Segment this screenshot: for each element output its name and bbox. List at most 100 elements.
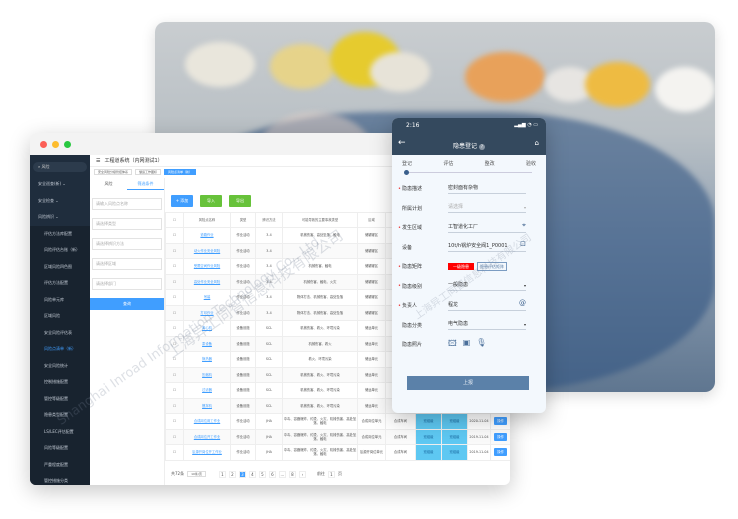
table-cell[interactable]: 高处作业安全风险 bbox=[183, 273, 231, 290]
filter-tab-active[interactable]: 筛选条件 bbox=[127, 178, 164, 190]
row-checkbox[interactable]: ☐ bbox=[165, 428, 184, 445]
operate-button[interactable]: 操作 bbox=[494, 432, 507, 441]
filter-select[interactable]: 请选择区域 bbox=[92, 258, 162, 270]
risk-point-link[interactable]: 道路作业 bbox=[200, 233, 214, 238]
page-button[interactable]: 4 bbox=[248, 470, 256, 478]
operate-button[interactable]: 操作 bbox=[494, 448, 507, 457]
field-input[interactable]: 程龙 @ bbox=[448, 298, 526, 311]
location-icon[interactable]: ⌖ bbox=[522, 220, 526, 229]
row-checkbox[interactable]: ☐ bbox=[165, 227, 184, 244]
sidebar-item[interactable]: 风险评估台账（新） bbox=[30, 242, 90, 259]
field-input[interactable]: 电气隐患 ▾ bbox=[448, 320, 526, 331]
table-cell[interactable]: 受限空间作业风险 bbox=[183, 258, 231, 275]
risk-point-link[interactable]: 过滤器 bbox=[202, 388, 212, 393]
tab[interactable]: 安全风险分级管控体系 bbox=[94, 168, 133, 175]
close-button[interactable] bbox=[40, 140, 47, 148]
at-icon[interactable]: @ bbox=[519, 298, 526, 307]
row-checkbox[interactable]: ☐ bbox=[165, 444, 184, 461]
risk-point-link[interactable]: 换热器 bbox=[202, 357, 212, 362]
row-checkbox[interactable]: ☐ bbox=[165, 258, 184, 275]
sidebar-item[interactable]: 安全巡查(新) ⌄ bbox=[38, 181, 66, 186]
table-cell[interactable]: 道路作业 bbox=[183, 227, 231, 244]
field-input[interactable]: 一般隐患 ▾ bbox=[448, 281, 526, 292]
risk-point-link[interactable]: 合成岗位用工作业 bbox=[193, 419, 221, 424]
table-cell[interactable]: 动火作业安全风险 bbox=[183, 242, 231, 259]
table-cell[interactable]: 合成岗位开工作业 bbox=[183, 428, 231, 445]
filter-select[interactable]: 请选择部门 bbox=[92, 278, 162, 290]
row-checkbox[interactable]: ☐ bbox=[165, 351, 184, 368]
row-checkbox[interactable]: ☐ bbox=[165, 397, 184, 414]
hamburger-icon[interactable]: ☰ bbox=[96, 157, 101, 164]
risk-point-link[interactable]: 受限空间作业风险 bbox=[193, 264, 221, 269]
table-cell[interactable]: 过滤器 bbox=[183, 382, 231, 399]
risk-point-link[interactable]: 打印作业 bbox=[200, 310, 214, 315]
field-input[interactable]: 工智道化工厂 ⌖ bbox=[448, 220, 526, 233]
sidebar-item[interactable]: 安全风险评估表 bbox=[30, 324, 90, 341]
sidebar-item[interactable]: 安全风险统计 bbox=[30, 357, 90, 374]
table-cell[interactable]: 氨源开岗位开工作业 bbox=[183, 444, 231, 461]
sidebar-item[interactable]: 评估方法库配置 bbox=[30, 225, 90, 242]
add-image-icon[interactable]: 🖾 bbox=[448, 338, 457, 348]
sidebar-item[interactable]: 评估方法配置 bbox=[30, 275, 90, 292]
table-cell[interactable]: 泵设备 bbox=[183, 335, 231, 352]
maximize-button[interactable] bbox=[64, 140, 71, 148]
sidebar-item[interactable]: 风险单元库 bbox=[30, 291, 90, 308]
sidebar-item[interactable]: 隐患类型配置 bbox=[30, 407, 90, 424]
filter-select[interactable]: 请选择类型 bbox=[92, 218, 162, 230]
page-button[interactable]: 8 bbox=[288, 470, 296, 478]
add-audio-icon[interactable]: 🎙 bbox=[476, 337, 487, 347]
next-page-button[interactable]: › bbox=[298, 470, 306, 478]
risk-point-link[interactable]: 泵设备 bbox=[202, 341, 212, 346]
filter-input[interactable]: 请输入风险点名称 bbox=[92, 198, 162, 210]
row-checkbox[interactable]: ☐ bbox=[165, 242, 184, 259]
filter-select[interactable]: 请选择辨识方法 bbox=[92, 238, 162, 250]
select-all-checkbox[interactable]: ☐ bbox=[165, 212, 184, 228]
row-checkbox[interactable]: ☐ bbox=[165, 413, 184, 430]
risk-point-link[interactable]: 动火作业安全风险 bbox=[193, 248, 221, 253]
submit-button[interactable]: 上报 bbox=[407, 376, 529, 390]
field-input[interactable]: 密封面有杂物 bbox=[448, 184, 526, 194]
table-cell[interactable]: 操作 bbox=[490, 444, 510, 461]
risk-point-link[interactable]: 吊装 bbox=[203, 295, 211, 300]
sidebar-item[interactable]: 区域风险四色图 bbox=[30, 258, 90, 275]
risk-point-link[interactable]: 高处作业安全风险 bbox=[193, 279, 221, 284]
scan-icon[interactable]: ⊡ bbox=[520, 240, 526, 249]
risk-point-link[interactable]: 合成岗位开工作业 bbox=[193, 434, 221, 439]
table-cell[interactable]: 操作 bbox=[490, 428, 510, 445]
sidebar-item[interactable]: 控制措施配置 bbox=[30, 374, 90, 391]
sidebar-item[interactable]: 区域风险 bbox=[30, 308, 90, 325]
table-cell[interactable]: 换热器 bbox=[183, 351, 231, 368]
import-button[interactable]: 导入 bbox=[200, 195, 222, 207]
goto-input[interactable]: 1 bbox=[327, 470, 335, 478]
sidebar-item[interactable]: 风险点清单（新） bbox=[30, 341, 90, 358]
row-checkbox[interactable]: ☐ bbox=[165, 366, 184, 383]
export-button[interactable]: 导出 bbox=[229, 195, 251, 207]
sidebar-item[interactable]: 风险等级配置 bbox=[30, 440, 90, 457]
row-checkbox[interactable]: ☐ bbox=[165, 335, 184, 352]
risk-point-link[interactable]: 压缩机 bbox=[202, 372, 212, 377]
sidebar-item[interactable]: 管控等级配置 bbox=[30, 390, 90, 407]
minimize-button[interactable] bbox=[52, 140, 59, 148]
row-checkbox[interactable]: ☐ bbox=[165, 289, 184, 306]
row-checkbox[interactable]: ☐ bbox=[165, 304, 184, 321]
sidebar-item[interactable]: 风险辨识 ⌄ bbox=[38, 214, 59, 219]
row-checkbox[interactable]: ☐ bbox=[165, 382, 184, 399]
field-input[interactable]: 请选择 ▾ bbox=[448, 203, 526, 214]
query-button[interactable]: 查询 bbox=[90, 298, 164, 310]
page-button[interactable]: ... bbox=[278, 470, 286, 478]
add-button[interactable]: + 添加 bbox=[171, 195, 193, 207]
table-cell[interactable]: 离心机 bbox=[183, 320, 231, 337]
page-button[interactable]: 6 bbox=[268, 470, 276, 478]
add-video-icon[interactable]: ▣ bbox=[462, 337, 471, 347]
tab[interactable]: 储运工作图标 bbox=[135, 168, 162, 175]
risk-point-link[interactable]: 离心机 bbox=[202, 326, 212, 331]
field-input[interactable]: 10t/h锅炉安全阀1_P0001 ⊡ bbox=[448, 240, 526, 253]
risk-point-link[interactable]: 搅拌机 bbox=[202, 403, 212, 408]
table-cell[interactable]: 操作 bbox=[490, 413, 510, 430]
matrix-link[interactable]: 隐患评估矩阵 bbox=[477, 261, 507, 271]
page-button[interactable]: 5 bbox=[258, 470, 266, 478]
sidebar-item[interactable]: 严重程度配置 bbox=[30, 456, 90, 473]
back-arrow-icon[interactable]: ← bbox=[398, 138, 406, 148]
home-icon[interactable]: ⌂ bbox=[534, 139, 539, 147]
operate-button[interactable]: 操作 bbox=[494, 417, 507, 426]
